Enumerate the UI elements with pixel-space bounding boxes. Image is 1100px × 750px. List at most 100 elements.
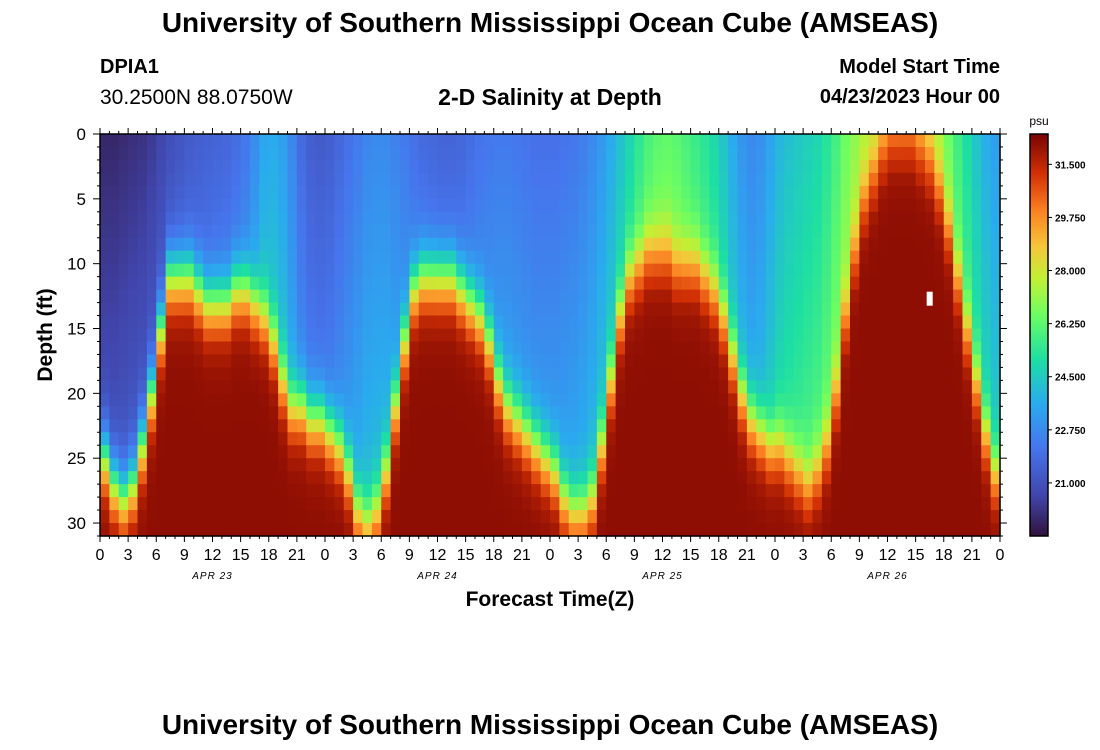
heatmap-cell xyxy=(343,341,354,356)
heatmap-cell xyxy=(662,185,673,200)
heatmap-cell xyxy=(840,432,851,446)
heatmap-cell xyxy=(315,341,326,356)
heatmap-cell xyxy=(728,237,739,252)
heatmap-cell xyxy=(587,445,598,459)
colorbar-ticks: 31.50029.75028.00026.25024.50022.75021.0… xyxy=(1048,160,1086,490)
heatmap-cell xyxy=(259,211,270,226)
heatmap-cell xyxy=(343,393,354,407)
heatmap-cell xyxy=(606,341,617,356)
heatmap-cell xyxy=(709,211,720,226)
heatmap-cell xyxy=(109,406,120,420)
heatmap-cell xyxy=(615,211,626,226)
heatmap-cell xyxy=(793,198,804,213)
heatmap-cell xyxy=(428,393,439,407)
heatmap-cell xyxy=(953,198,964,213)
heatmap-cell xyxy=(634,367,645,381)
heatmap-cell xyxy=(371,393,382,407)
heatmap-cell xyxy=(606,198,617,213)
heatmap-cell xyxy=(540,237,551,252)
heatmap-cell xyxy=(409,497,420,511)
heatmap-cell xyxy=(296,406,307,420)
heatmap-cell xyxy=(943,185,954,200)
heatmap-cell xyxy=(840,380,851,394)
heatmap-cell xyxy=(765,185,776,200)
heatmap-cell xyxy=(793,484,804,498)
heatmap-cell xyxy=(859,134,870,148)
heatmap-cell xyxy=(784,224,795,239)
y-tick-label: 25 xyxy=(67,449,86,468)
heatmap-cell xyxy=(175,393,185,407)
heatmap-cell xyxy=(306,445,317,459)
heatmap-cell xyxy=(221,367,232,381)
heatmap-cell xyxy=(925,328,935,343)
heatmap-cell xyxy=(596,224,607,239)
heatmap-cell xyxy=(746,432,757,446)
heatmap-cell xyxy=(981,445,992,459)
heatmap-cell xyxy=(400,315,410,330)
colorbar-tick-label: 26.250 xyxy=(1055,320,1086,331)
heatmap-cell xyxy=(343,198,354,213)
heatmap-cell xyxy=(362,471,373,485)
heatmap-cell xyxy=(850,367,860,381)
heatmap-cell xyxy=(484,276,495,291)
heatmap-cell xyxy=(896,185,907,200)
heatmap-cell xyxy=(859,211,870,226)
heatmap-cell xyxy=(906,445,917,459)
heatmap-cell xyxy=(381,354,392,369)
heatmap-cell xyxy=(184,198,195,213)
heatmap-cell xyxy=(596,198,607,213)
heatmap-cell xyxy=(146,328,157,343)
heatmap-cell xyxy=(690,276,701,291)
heatmap-cell xyxy=(156,315,167,330)
heatmap-cell xyxy=(531,380,542,394)
heatmap-cell xyxy=(746,497,757,511)
heatmap-cell xyxy=(653,484,664,498)
heatmap-cell xyxy=(643,263,654,278)
heatmap-cell xyxy=(643,134,654,148)
heatmap-cell xyxy=(259,159,270,174)
heatmap-cell xyxy=(718,458,729,472)
heatmap-cell xyxy=(718,134,729,148)
heatmap-cell xyxy=(512,198,523,213)
heatmap-cell xyxy=(803,523,814,537)
heatmap-cell xyxy=(259,445,270,459)
heatmap-cell xyxy=(765,263,776,278)
heatmap-cell xyxy=(643,523,654,537)
heatmap-cell xyxy=(446,172,457,187)
title-top: University of Southern Mississippi Ocean… xyxy=(161,7,939,38)
heatmap-cell xyxy=(146,523,157,537)
heatmap-cell xyxy=(193,302,204,317)
heatmap-cell xyxy=(850,159,860,174)
heatmap-cell xyxy=(775,250,785,265)
heatmap-cell xyxy=(812,484,823,498)
heatmap-cell xyxy=(493,380,504,394)
heatmap-cell xyxy=(456,211,467,226)
heatmap-cell xyxy=(512,159,523,174)
heatmap-cell xyxy=(484,484,495,498)
heatmap-cell xyxy=(953,458,964,472)
heatmap-cell xyxy=(550,484,560,498)
day-label: APR 25 xyxy=(641,571,682,582)
heatmap-cell xyxy=(953,484,964,498)
heatmap-cell xyxy=(343,224,354,239)
heatmap-cell xyxy=(118,380,129,394)
heatmap-cell xyxy=(259,134,270,148)
heatmap-cell xyxy=(278,432,289,446)
heatmap-cell xyxy=(962,367,973,381)
heatmap-cell xyxy=(943,172,954,187)
heatmap-cell xyxy=(446,497,457,511)
heatmap-cell xyxy=(437,419,448,433)
heatmap-cell xyxy=(700,445,710,459)
heatmap-cell xyxy=(315,523,326,537)
heatmap-cell xyxy=(925,263,935,278)
heatmap-cell xyxy=(906,237,917,252)
heatmap-cell xyxy=(362,198,373,213)
heatmap-cell xyxy=(859,276,870,291)
heatmap-cell xyxy=(793,510,804,524)
heatmap-cell xyxy=(231,315,242,330)
heatmap-cell xyxy=(784,458,795,472)
heatmap-cell xyxy=(728,224,739,239)
heatmap-cell xyxy=(353,146,364,161)
heatmap-cell xyxy=(100,471,110,485)
heatmap-cell xyxy=(737,263,748,278)
